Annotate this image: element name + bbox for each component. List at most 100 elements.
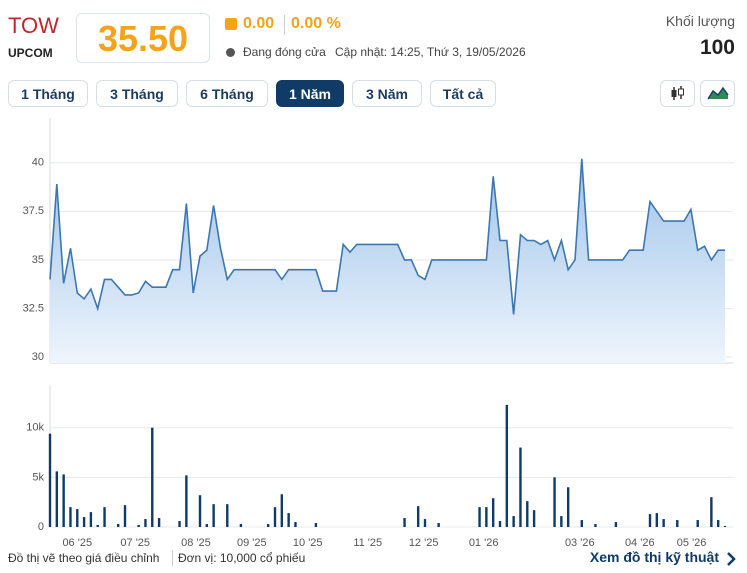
technical-link[interactable]: Xem đồ thị kỹ thuật: [589, 549, 719, 565]
area-button[interactable]: [700, 80, 735, 107]
y-tick-label: 30: [32, 351, 44, 363]
x-tick-label: 06 '25: [62, 537, 92, 549]
x-tick-label: 07 '25: [120, 537, 150, 549]
volume-bar: [273, 507, 277, 527]
volume-bar: [280, 494, 284, 527]
range-button[interactable]: Tất cả: [430, 80, 496, 107]
volume-bar: [696, 520, 699, 527]
volume-bar: [294, 522, 297, 527]
area-fill: [50, 158, 725, 363]
volume-bar: [614, 522, 618, 527]
x-tick-label: 10 '25: [293, 537, 323, 549]
area-icon: [707, 86, 729, 100]
ticker: TOW: [8, 13, 59, 38]
y-tick-label: 10k: [26, 422, 44, 434]
x-tick-label: 11 '25: [353, 537, 382, 549]
volume-bar: [89, 512, 93, 527]
volume-bar: [491, 498, 495, 527]
volume-bar: [116, 524, 120, 527]
x-tick-label: 04 '26: [625, 537, 655, 549]
separator: [284, 15, 285, 35]
candle-button[interactable]: [660, 80, 695, 107]
range-button[interactable]: 1 Tháng: [8, 80, 88, 107]
volume-bar: [416, 506, 420, 527]
change-percent: 0.00 %: [291, 15, 341, 32]
volume-bar: [69, 507, 72, 527]
status: Đang đóng cửa: [243, 45, 326, 59]
volume-bar: [314, 523, 318, 527]
volume-bar: [403, 518, 406, 527]
y-tick-label: 35: [32, 254, 44, 266]
y-tick-label: 0: [38, 521, 44, 533]
exchange: UPCOM: [8, 46, 53, 60]
y-tick-label: 40: [32, 157, 44, 169]
range-button[interactable]: 3 Năm: [352, 80, 422, 107]
volume-bar: [648, 514, 652, 527]
x-tick-label: 01 '26: [469, 537, 499, 549]
volume-bar: [710, 497, 713, 527]
x-tick-label: 12 '25: [409, 537, 439, 549]
volume-bar: [485, 507, 488, 527]
price-line: [49, 158, 725, 315]
volume-bar: [662, 519, 665, 527]
volume-bar: [526, 501, 529, 527]
volume-bar: [423, 519, 427, 527]
volume-bar: [532, 510, 536, 527]
price: 35.50: [97, 18, 189, 59]
volume-bar: [226, 504, 229, 527]
volume-bar: [723, 526, 727, 527]
volume-bar: [505, 404, 509, 527]
volume-bar: [76, 509, 79, 527]
volume-bar: [566, 487, 570, 527]
volume-bar: [178, 521, 181, 527]
volume-bar: [157, 518, 161, 527]
volume-bar: [287, 513, 290, 527]
volume-bar: [498, 521, 502, 527]
change-icon: [225, 18, 237, 30]
footer-unit: Đơn vị: 10,000 cổ phiếu: [178, 551, 306, 565]
range-button[interactable]: 3 Tháng: [96, 80, 178, 107]
volume-bar: [519, 447, 522, 527]
volume-bar: [62, 474, 65, 527]
y-tick-label: 37.5: [23, 205, 44, 217]
volume-bar: [144, 519, 147, 527]
volume: 100: [699, 36, 735, 59]
x-tick-label: 08 '25: [181, 537, 211, 549]
updated: Cập nhật: 14:25, Thứ 3, 19/05/2026: [335, 45, 526, 59]
volume-bar: [512, 516, 515, 527]
range-button[interactable]: 6 Tháng: [186, 80, 268, 107]
separator: [172, 550, 173, 566]
volume-bar: [137, 525, 140, 527]
volume-bar: [212, 504, 215, 527]
volume-bar: [560, 516, 563, 527]
volume-bar: [594, 524, 597, 527]
volume-bar: [205, 524, 209, 527]
candle-icon: [671, 86, 684, 100]
volume-bar: [553, 477, 556, 527]
status-dot: [226, 48, 235, 57]
volume-bar: [239, 524, 243, 527]
x-tick-label: 05 '26: [677, 537, 707, 549]
volume-bar: [266, 524, 270, 527]
y-tick-label: 5k: [32, 471, 44, 483]
footer-note: Đồ thị vẽ theo giá điều chỉnh: [8, 551, 160, 565]
volume-bar: [716, 520, 720, 527]
volume-bar: [437, 523, 440, 527]
volume-bar: [96, 525, 99, 527]
volume-bar: [82, 517, 86, 527]
x-tick-label: 03 '26: [565, 537, 595, 549]
volume-label: Khối lượng: [665, 13, 735, 29]
volume-bar: [55, 471, 59, 527]
volume-bar: [478, 507, 481, 527]
volume-bar: [198, 495, 202, 527]
range-button[interactable]: 1 Năm: [276, 80, 344, 107]
volume-bar: [185, 475, 188, 527]
volume-bar: [655, 513, 659, 527]
volume-bar: [151, 427, 154, 527]
change: 0.00: [243, 15, 275, 32]
volume-bar: [580, 520, 584, 527]
chevron: [727, 552, 736, 566]
price-box: 35.50: [76, 13, 210, 63]
volume-bar: [676, 520, 679, 527]
